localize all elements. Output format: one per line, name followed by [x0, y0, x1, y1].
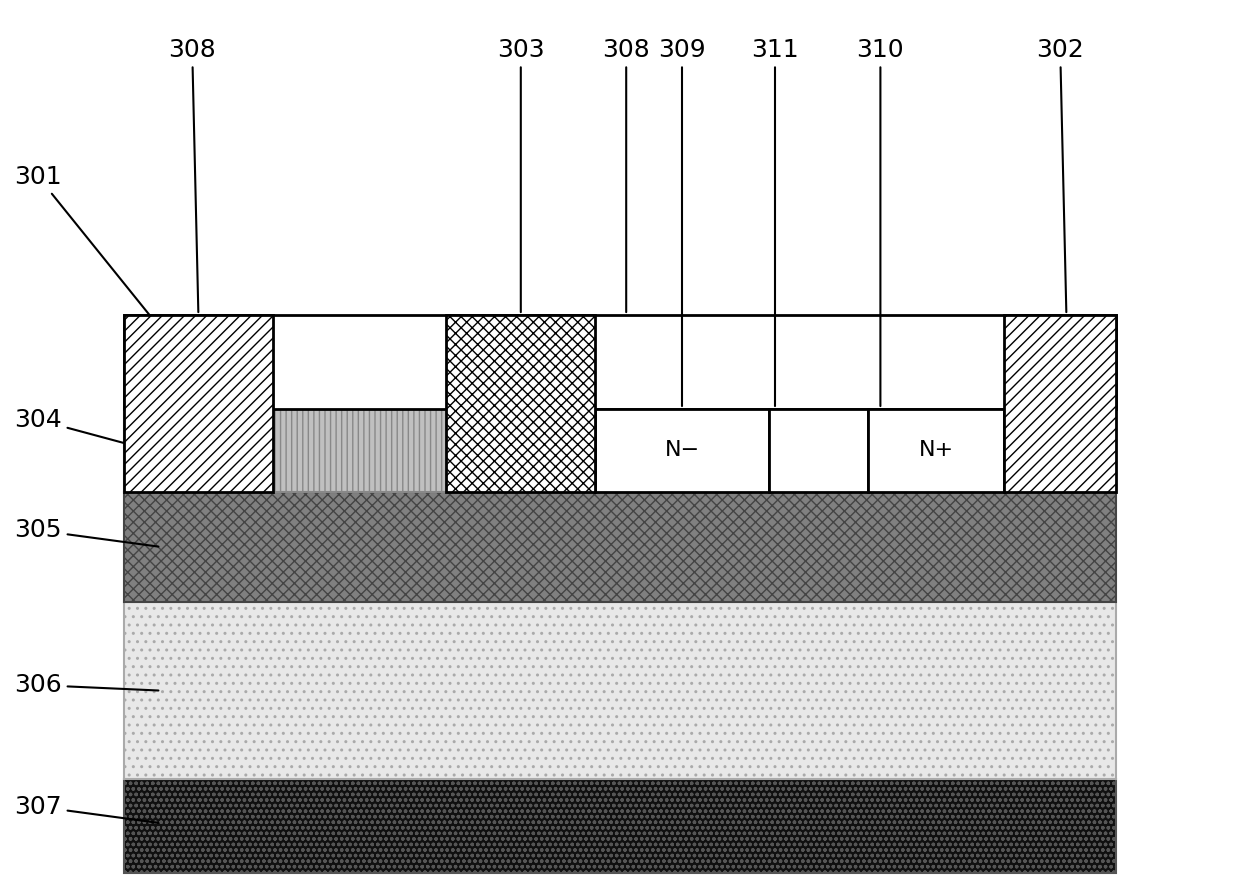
Text: N−: N− — [665, 440, 699, 461]
Text: 302: 302 — [1037, 38, 1084, 312]
Text: 311: 311 — [751, 38, 799, 406]
Bar — [868, 408, 1004, 492]
Bar — [124, 408, 1116, 492]
Bar — [124, 315, 273, 492]
Bar — [446, 315, 595, 492]
Bar — [124, 602, 1116, 779]
Text: 307: 307 — [15, 795, 159, 823]
Bar — [124, 315, 1116, 408]
Bar — [124, 779, 1116, 873]
Text: 310: 310 — [857, 38, 904, 406]
Text: 306: 306 — [14, 673, 159, 697]
Text: N+: N+ — [919, 440, 954, 461]
Text: 301: 301 — [15, 164, 197, 374]
Bar — [124, 492, 1116, 602]
Bar — [769, 408, 868, 492]
Text: 303: 303 — [497, 38, 544, 312]
Text: 309: 309 — [658, 38, 706, 406]
Bar — [1004, 315, 1116, 492]
Text: 308: 308 — [169, 38, 216, 312]
Text: 305: 305 — [15, 518, 159, 546]
Text: 308: 308 — [603, 38, 650, 312]
Text: 304: 304 — [14, 408, 159, 453]
Bar — [595, 408, 769, 492]
